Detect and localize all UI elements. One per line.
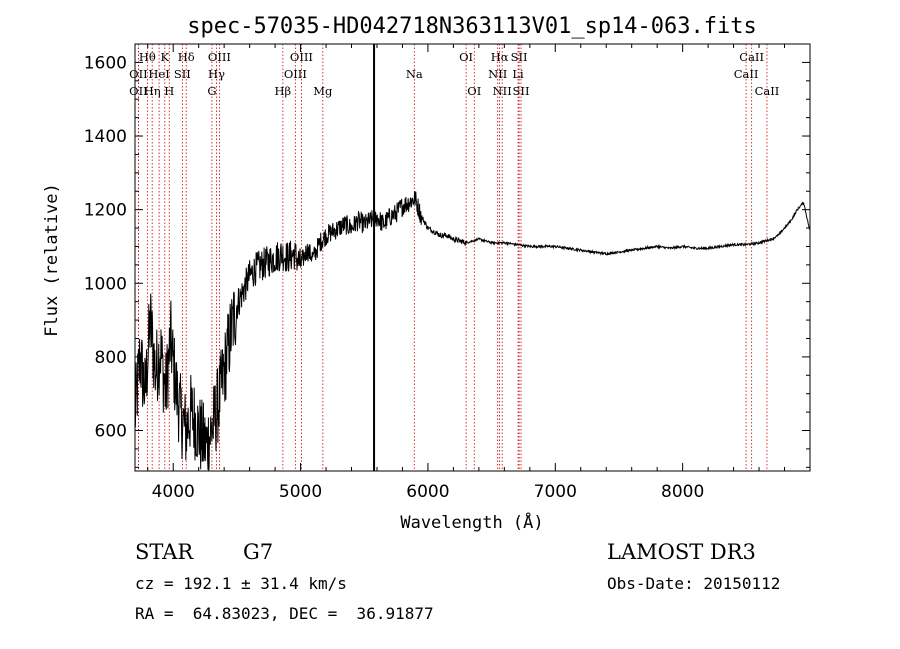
x-axis-ticks: 4000 5000 6000 7000 8000 [147, 44, 786, 502]
object-subclass: G7 [243, 540, 274, 564]
survey-name: LAMOST DR3 [607, 540, 756, 564]
x-tick-label: 5000 [279, 482, 322, 502]
line-label: OIII [208, 50, 231, 64]
line-label: K [161, 50, 170, 64]
line-label: OIII [284, 67, 307, 81]
line-label: Hθ [139, 50, 156, 64]
chart-title: spec-57035-HD042718N363113V01_sp14-063.f… [187, 14, 757, 39]
line-label: Hα [491, 50, 509, 64]
line-label: Mg [313, 84, 333, 98]
spectral-line-markers [138, 44, 768, 471]
y-tick-label: 1000 [84, 274, 127, 294]
line-label: H [164, 84, 174, 98]
y-tick-label: 1200 [84, 201, 127, 221]
line-label: SII [511, 50, 528, 64]
line-label: NII [488, 67, 507, 81]
line-label: OI [459, 50, 473, 64]
plot-frame [134, 43, 811, 472]
line-label: Hδ [178, 50, 195, 64]
line-label: Li [512, 67, 524, 81]
x-axis-label: Wavelength (Å) [400, 511, 543, 533]
y-tick-label: 1600 [84, 53, 127, 73]
x-tick-label: 7000 [534, 482, 577, 502]
line-label: Hγ [208, 67, 225, 81]
line-label: NII [493, 84, 512, 98]
y-tick-label: 800 [95, 348, 127, 368]
y-tick-label: 600 [95, 422, 127, 442]
line-label: SII [174, 67, 191, 81]
line-label: HeI [148, 67, 169, 81]
line-label: OIII [290, 50, 313, 64]
y-axis-ticks: 600 800 1000 1200 1400 1600 [84, 53, 810, 468]
x-tick-label: 8000 [661, 482, 704, 502]
x-tick-label: 4000 [152, 482, 195, 502]
line-label: Na [406, 67, 423, 81]
line-label: OI [467, 84, 481, 98]
line-label: G [207, 84, 216, 98]
line-label: OII [129, 84, 148, 98]
redshift-velocity: cz = 192.1 ± 31.4 km/s [135, 574, 347, 593]
line-label: CaII [734, 67, 759, 81]
y-tick-label: 1400 [84, 127, 127, 147]
line-label: SII [513, 84, 530, 98]
object-class: STAR [135, 540, 194, 564]
coordinates: RA = 64.83023, DEC = 36.91877 [135, 604, 434, 623]
observation-date: Obs-Date: 20150112 [607, 574, 781, 593]
x-tick-label: 6000 [406, 482, 449, 502]
y-axis-label: Flux (relative) [42, 183, 62, 337]
line-label: Hβ [275, 84, 292, 98]
line-label: CaII [755, 84, 780, 98]
line-label: OII [129, 67, 148, 81]
flux-series-line [134, 191, 811, 472]
line-label: CaII [739, 50, 764, 64]
line-label: Hη [144, 84, 161, 98]
